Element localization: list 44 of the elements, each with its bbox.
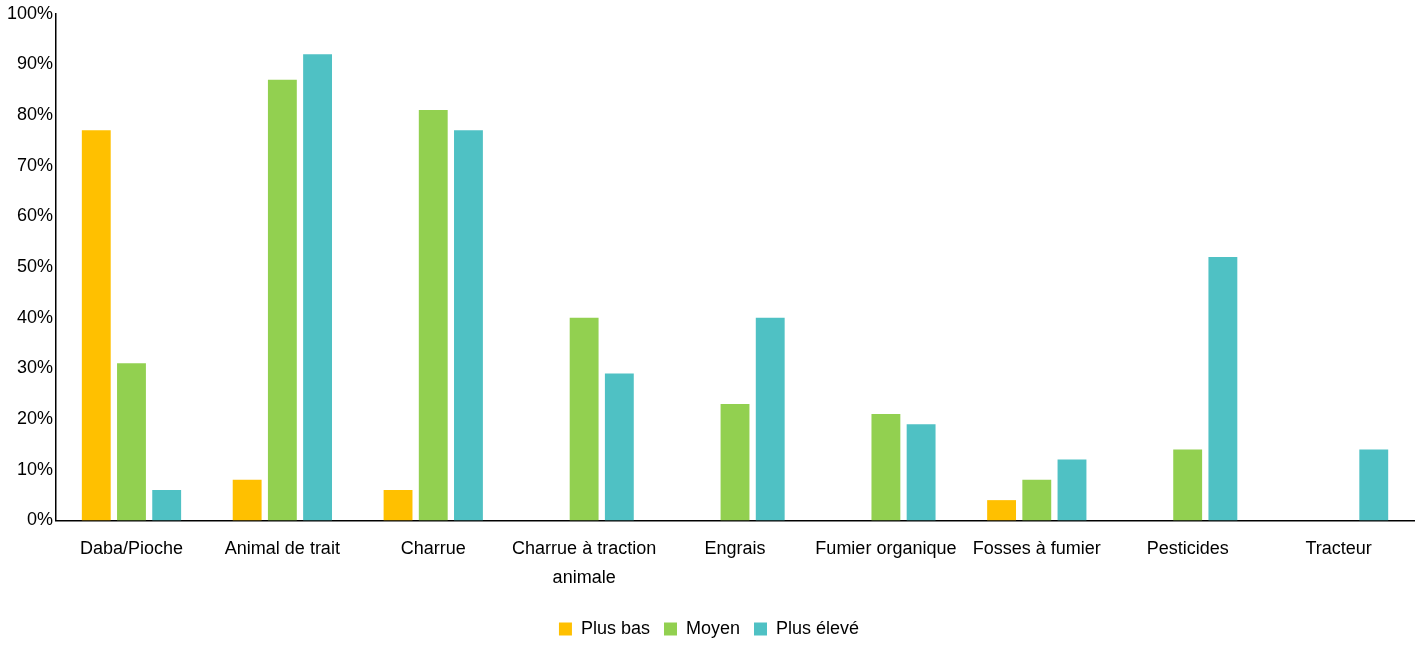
x-tick-label: Charrue à traction animale [512,537,657,587]
legend-label: Plus bas [580,617,650,638]
bar [267,79,297,521]
bar [1173,449,1203,521]
bar [569,317,599,521]
legend-label: Moyen [685,617,741,638]
bar [1022,479,1052,521]
bar [604,373,634,521]
bar [81,130,111,521]
y-tick-label: 100% [6,2,54,23]
bar [454,130,483,521]
y-tick-label: 30% [17,357,54,378]
bar [1359,449,1389,521]
x-tick-label: Pesticides [1146,537,1229,558]
x-tick-label: Animal de trait [224,537,340,558]
x-tick-label: Fosses à fumier [972,537,1101,558]
y-tick-label: 10% [17,458,54,479]
bar [152,490,182,521]
bar [906,424,936,521]
y-tick-label: 50% [17,256,54,277]
bar [871,414,901,521]
y-tick-label: 60% [17,205,54,226]
x-tick-label: Daba/Pioche [79,537,184,558]
y-tick-label: 20% [17,408,54,429]
bar [1208,256,1238,521]
legend-label: Plus élevé [776,617,860,638]
x-tick-label: Engrais [704,537,766,558]
bar [720,403,750,521]
bar [1057,459,1087,521]
bar [755,317,785,521]
y-tick-label: 0% [27,509,54,530]
y-tick-label: 80% [17,104,54,125]
bar [987,500,1017,521]
bar [303,54,333,521]
x-tick-label: Charrue [400,537,466,558]
y-tick-label: 40% [17,306,54,327]
bar [117,363,146,521]
bar [383,490,413,521]
bar [418,110,448,521]
bar [232,479,262,521]
y-tick-label: 70% [17,154,54,175]
x-tick-label: Tracteur [1305,537,1372,558]
x-tick-label: Fumier organique [815,537,957,558]
y-tick-label: 90% [17,53,54,74]
